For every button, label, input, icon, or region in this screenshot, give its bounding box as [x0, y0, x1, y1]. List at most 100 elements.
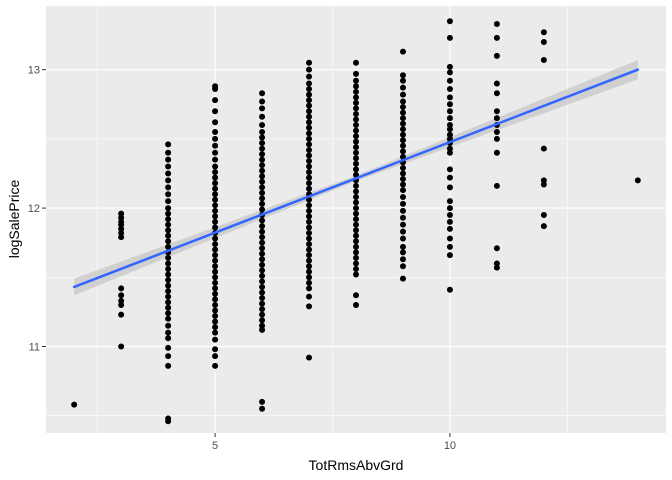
data-point: [212, 149, 219, 156]
data-point: [353, 155, 359, 162]
data-point: [212, 185, 219, 192]
data-point: [212, 274, 219, 281]
data-point: [259, 398, 266, 405]
data-point: [446, 174, 453, 181]
data-point: [212, 296, 219, 303]
data-point: [306, 268, 313, 275]
data-point: [353, 238, 359, 245]
y-tick-label: 13: [28, 65, 40, 77]
data-point: [259, 322, 266, 329]
data-point: [493, 264, 500, 271]
data-point: [259, 295, 266, 302]
data-point: [118, 229, 125, 236]
data-point: [259, 306, 266, 313]
data-point: [212, 142, 219, 149]
data-point: [446, 34, 453, 41]
data-point: [399, 142, 406, 149]
data-point: [212, 346, 219, 353]
x-tick-label: 5: [212, 440, 218, 452]
data-point: [259, 405, 266, 412]
data-point: [165, 156, 172, 163]
data-point: [540, 145, 547, 152]
data-point: [259, 156, 266, 163]
data-point: [399, 170, 406, 177]
data-point: [165, 238, 172, 245]
data-point: [165, 329, 172, 336]
data-point: [118, 285, 125, 292]
data-point: [259, 200, 266, 207]
data-point: [165, 353, 172, 360]
data-point: [259, 113, 266, 120]
data-point: [493, 34, 500, 41]
data-point: [306, 141, 313, 148]
data-point: [165, 335, 172, 342]
data-point: [399, 221, 406, 228]
data-point: [446, 94, 453, 101]
data-point: [446, 63, 453, 70]
data-point: [118, 292, 125, 299]
data-point: [212, 119, 219, 126]
data-point: [399, 263, 406, 270]
axis-ticks: [42, 69, 451, 437]
data-point: [259, 122, 266, 129]
data-point: [306, 66, 313, 73]
data-point: [212, 97, 219, 104]
data-point: [353, 260, 359, 267]
data-point: [118, 218, 125, 225]
data-point: [353, 99, 359, 106]
data-point: [118, 297, 125, 304]
data-point: [165, 304, 172, 311]
axis-tick-labels: 5 10 11 12 13: [28, 65, 456, 452]
data-point: [259, 317, 266, 324]
data-point: [306, 246, 313, 253]
data-point: [259, 184, 266, 191]
data-point: [493, 108, 500, 115]
data-point: [165, 322, 172, 329]
data-point: [212, 257, 219, 264]
data-point: [165, 243, 172, 250]
data-point: [353, 194, 359, 201]
points-layer: [71, 18, 641, 425]
data-point: [306, 163, 313, 170]
data-point: [212, 191, 219, 198]
data-point: [353, 127, 359, 134]
data-point: [259, 134, 266, 141]
data-point: [353, 88, 359, 95]
data-point: [165, 260, 172, 267]
data-point: [353, 149, 359, 156]
data-point: [399, 148, 406, 155]
data-point: [306, 207, 313, 214]
data-point: [71, 401, 78, 408]
data-point: [165, 177, 172, 184]
data-point: [446, 252, 453, 259]
data-point: [212, 313, 219, 320]
data-point: [259, 261, 266, 268]
data-point: [118, 311, 125, 318]
data-point: [118, 343, 125, 350]
data-point: [306, 124, 313, 131]
data-point: [540, 38, 547, 45]
data-point: [493, 245, 500, 252]
data-point: [212, 180, 219, 187]
data-point: [259, 98, 266, 105]
data-point: [306, 169, 313, 176]
data-point: [446, 145, 453, 152]
data-point: [165, 288, 172, 295]
data-point: [353, 188, 359, 195]
data-point: [212, 235, 219, 242]
data-point: [212, 263, 219, 270]
data-point: [259, 239, 266, 246]
data-point: [165, 141, 172, 148]
data-point: [493, 149, 500, 156]
data-point: [446, 225, 453, 232]
data-point: [306, 202, 313, 209]
data-point: [212, 213, 219, 220]
data-point: [353, 116, 359, 123]
data-point: [306, 213, 313, 220]
data-point: [118, 301, 125, 308]
data-point: [306, 185, 313, 192]
fit-line: [72, 68, 640, 289]
data-point: [165, 227, 172, 234]
data-point: [212, 336, 219, 343]
data-point: [353, 110, 359, 117]
